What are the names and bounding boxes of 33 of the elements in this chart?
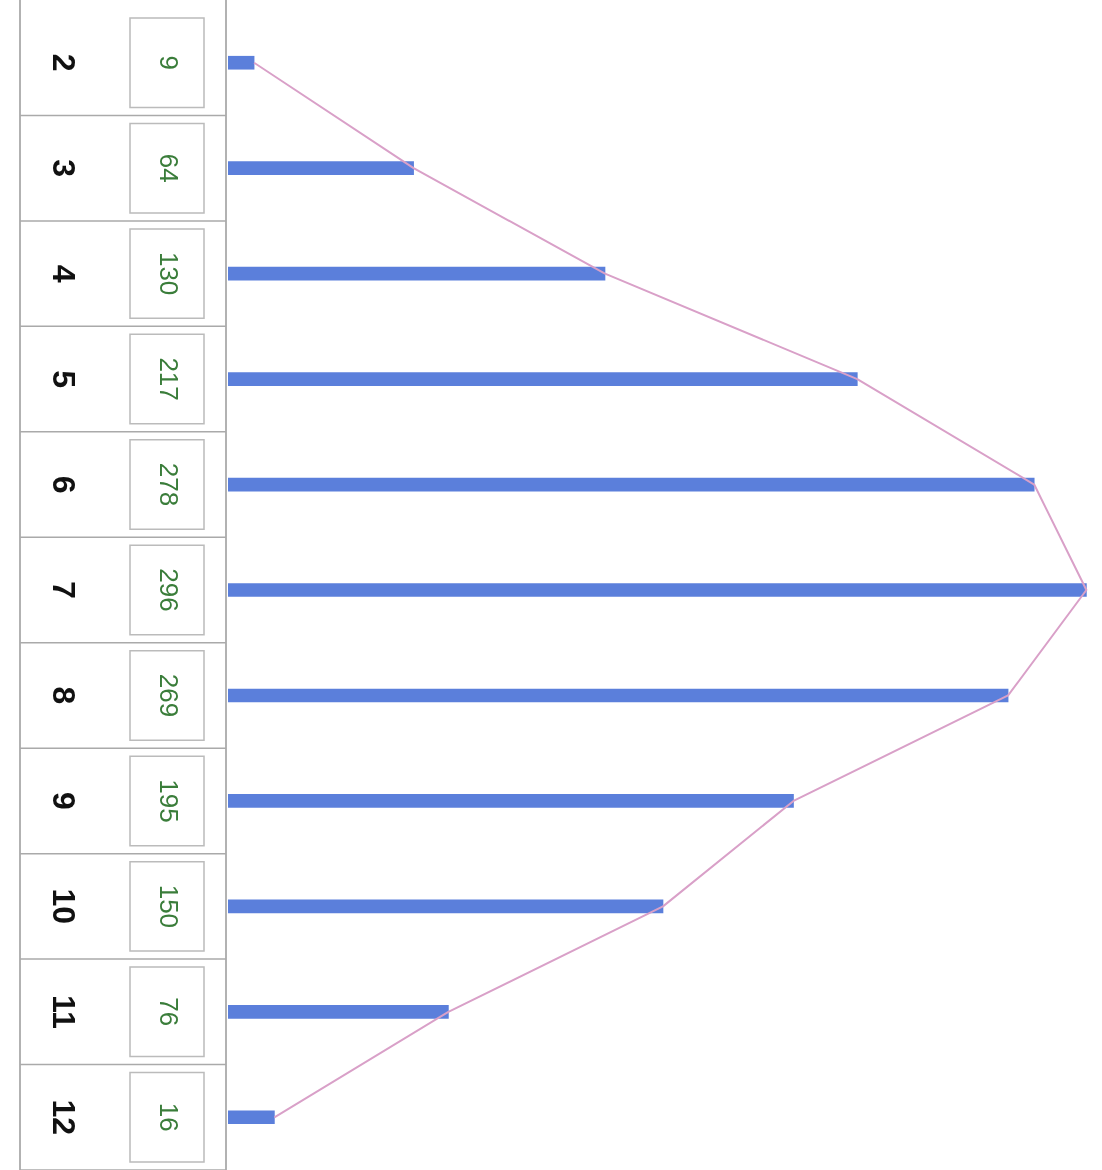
bar [228,899,664,914]
bar [228,688,1009,703]
data-label: 130 [153,251,184,296]
y-tick-label: 4 [46,264,83,283]
bar [228,266,606,281]
bar [228,372,858,386]
bar [228,55,255,70]
y-tick-label: 9 [46,792,83,810]
bar [228,794,794,808]
y-tick-label: 6 [46,475,83,494]
y-tick-label: 7 [46,581,83,599]
y-tick-label: 11 [46,994,83,1029]
bar [228,161,414,176]
y-tick-label: 12 [46,1099,83,1136]
data-label: 150 [153,884,184,929]
y-tick-label: 10 [46,888,83,925]
data-label: 217 [153,357,184,401]
data-label: 269 [153,673,184,718]
y-tick-label: 2 [46,53,83,72]
data-label: 278 [153,462,184,507]
y-tick-label: 3 [46,159,83,178]
data-label: 76 [153,997,184,1027]
data-label: 296 [153,568,184,612]
bar [228,477,1035,492]
bar [228,1004,449,1019]
bar [228,1110,275,1125]
bar [228,583,1087,597]
data-label: 9 [153,55,184,70]
data-label: 64 [153,153,184,183]
y-tick-label: 5 [46,370,83,388]
y-tick-label: 8 [46,686,83,705]
data-label: 16 [153,1102,184,1132]
data-label: 195 [153,779,184,823]
